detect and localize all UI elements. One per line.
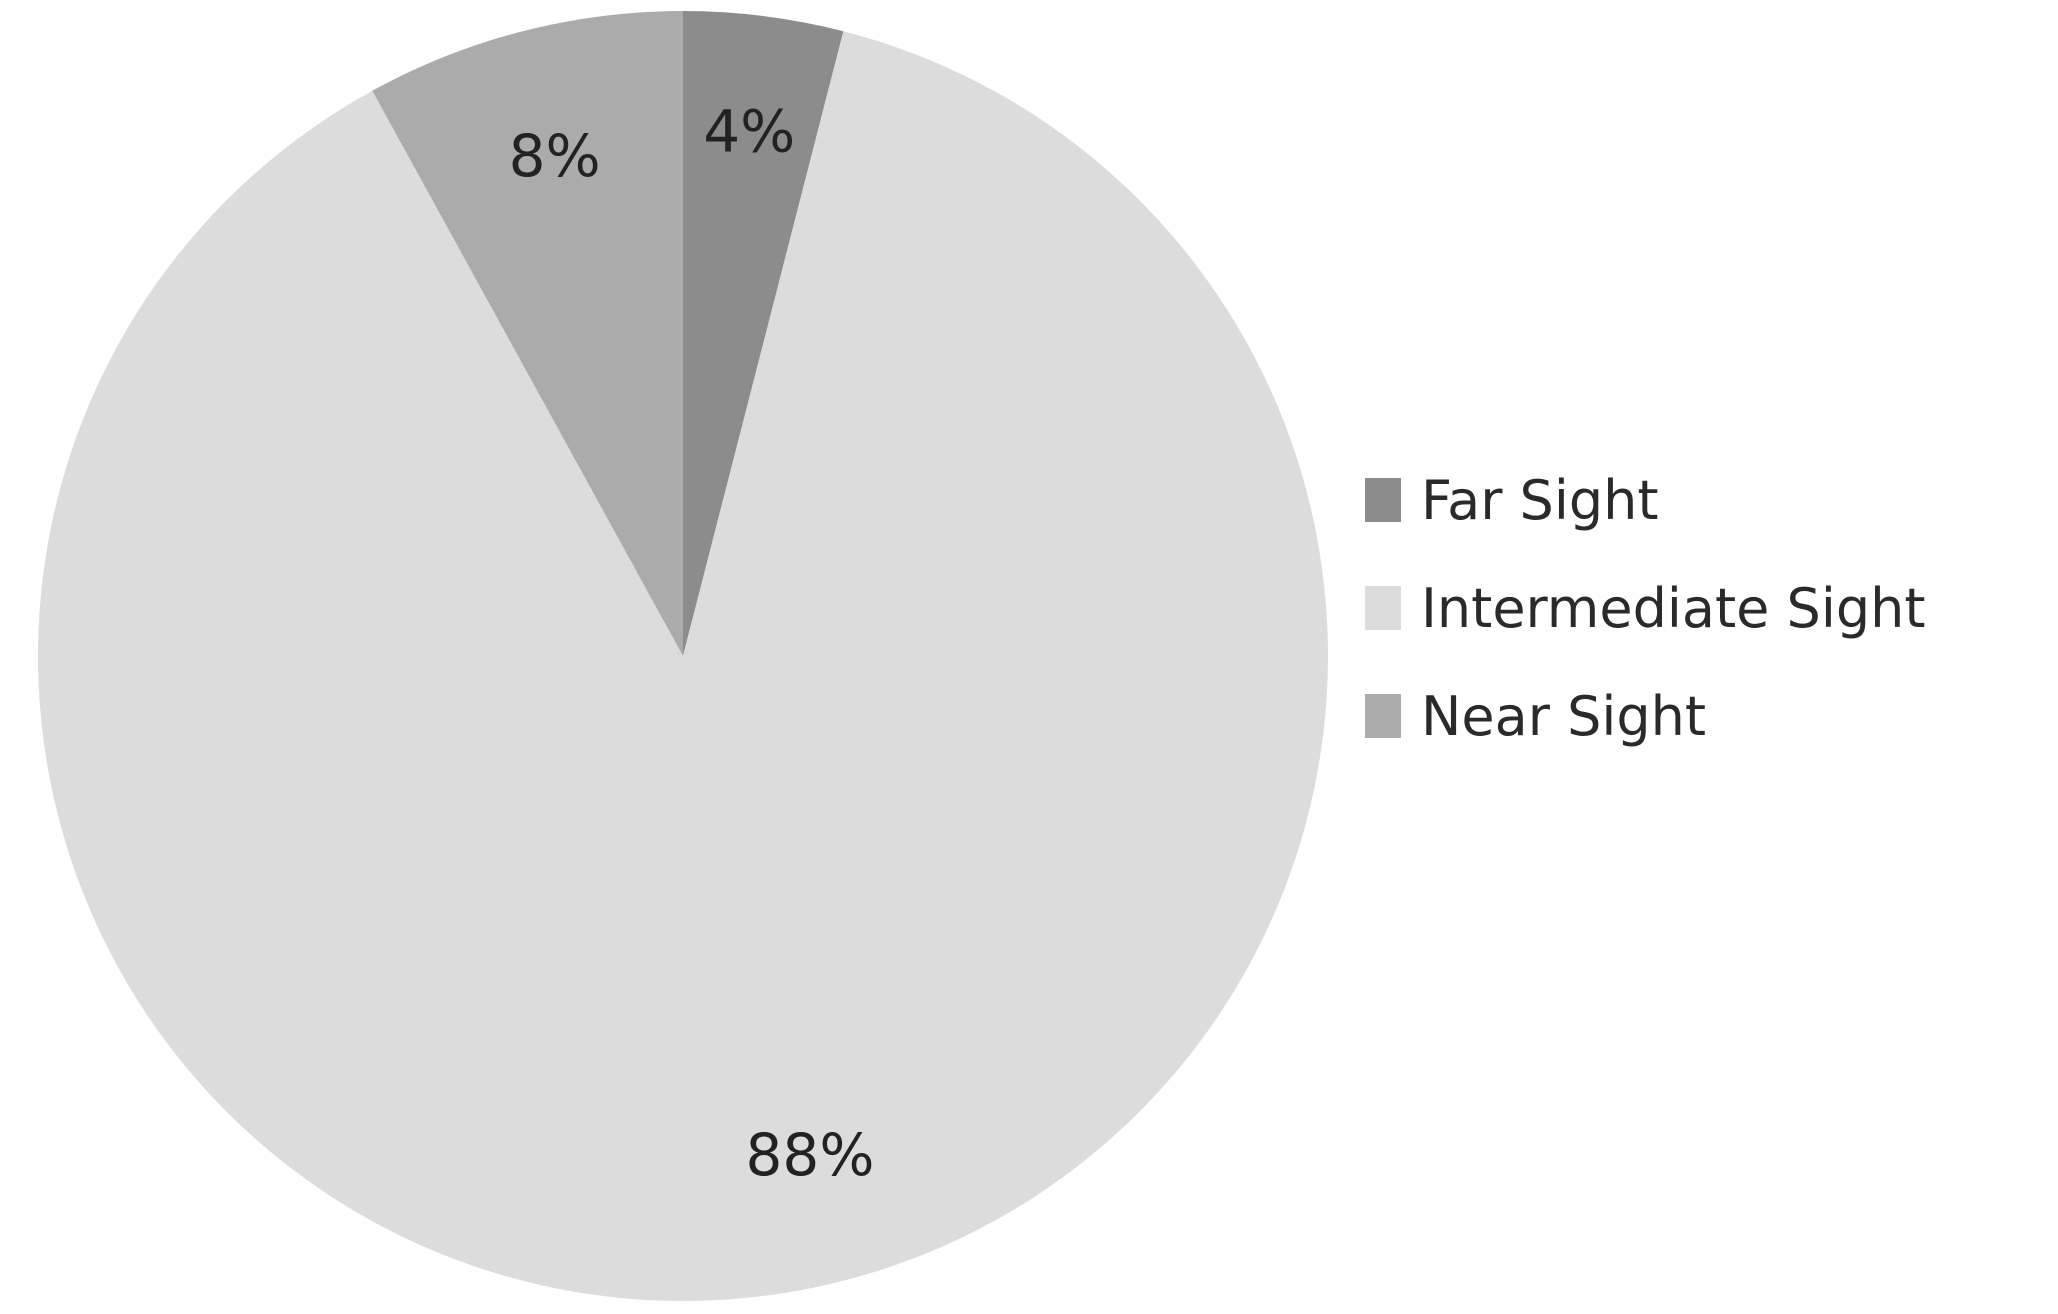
- legend-item-near-sight: Near Sight: [1365, 636, 1926, 796]
- data-label: 8%: [509, 122, 601, 190]
- legend-swatch: [1365, 586, 1401, 630]
- data-label: 4%: [703, 97, 795, 165]
- pie-slice-far-sight: [683, 11, 844, 656]
- legend-item-far-sight: Far Sight: [1365, 420, 1926, 580]
- pie-slice-intermediate-sight: [37, 31, 1329, 1302]
- legend-swatch: [1365, 478, 1401, 522]
- legend-swatch: [1365, 694, 1401, 738]
- legend: Far Sight Intermediate Sight Near Sight: [1365, 420, 1926, 796]
- data-label: 88%: [746, 1121, 875, 1189]
- legend-item-intermediate-sight: Intermediate Sight: [1365, 528, 1926, 688]
- legend-label: Far Sight: [1421, 468, 1659, 532]
- legend-label: Intermediate Sight: [1421, 576, 1926, 640]
- legend-label: Near Sight: [1421, 684, 1707, 748]
- pie-slice-near-sight: [372, 10, 683, 656]
